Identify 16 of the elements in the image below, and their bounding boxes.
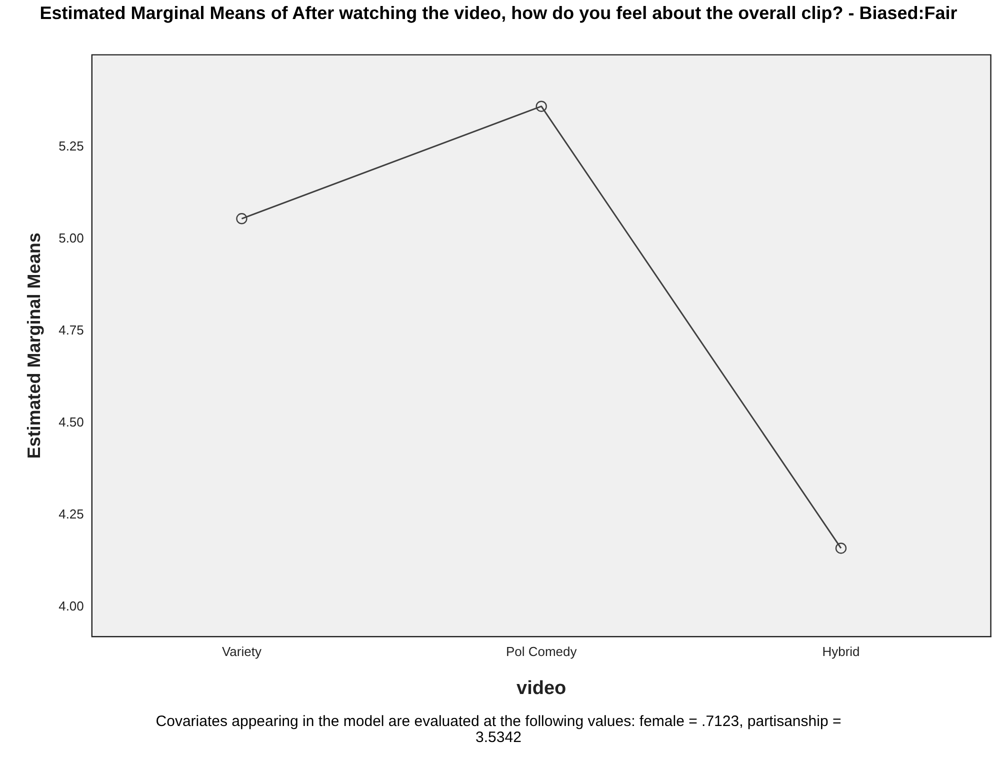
y-tick-label: 5.25 [58,138,84,154]
text: Covariates appearing in the model are evaluated at the following values: female = .7123, partisanship = 3.5342 [154,713,842,746]
y-tick-label: 4.75 [58,322,84,338]
y-tick-label: 4.50 [58,414,84,430]
y-tick-label: 5.00 [58,230,84,246]
point [536,100,547,112]
point [835,542,847,554]
y-tick-label: 4.00 [58,598,84,614]
x-tick-label: Pol Comedy [506,644,578,659]
y-tick-label: 4.25 [58,506,84,522]
y-axis-title: Estimated Marginal Means [24,232,44,459]
point [236,213,248,224]
x-tick-label: Hybrid [822,644,860,659]
x-axis-title: video [516,678,566,699]
x-tick-label: Variety [222,644,262,659]
chart-title: Estimated Marginal Means of After watching the video, how do you feel about the overall clip? - Biased:Fair [38,2,958,25]
